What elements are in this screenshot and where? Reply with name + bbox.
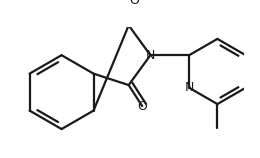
Text: N: N — [185, 81, 194, 94]
Text: N: N — [146, 49, 155, 62]
Text: O: O — [129, 0, 139, 7]
Text: O: O — [137, 100, 147, 113]
